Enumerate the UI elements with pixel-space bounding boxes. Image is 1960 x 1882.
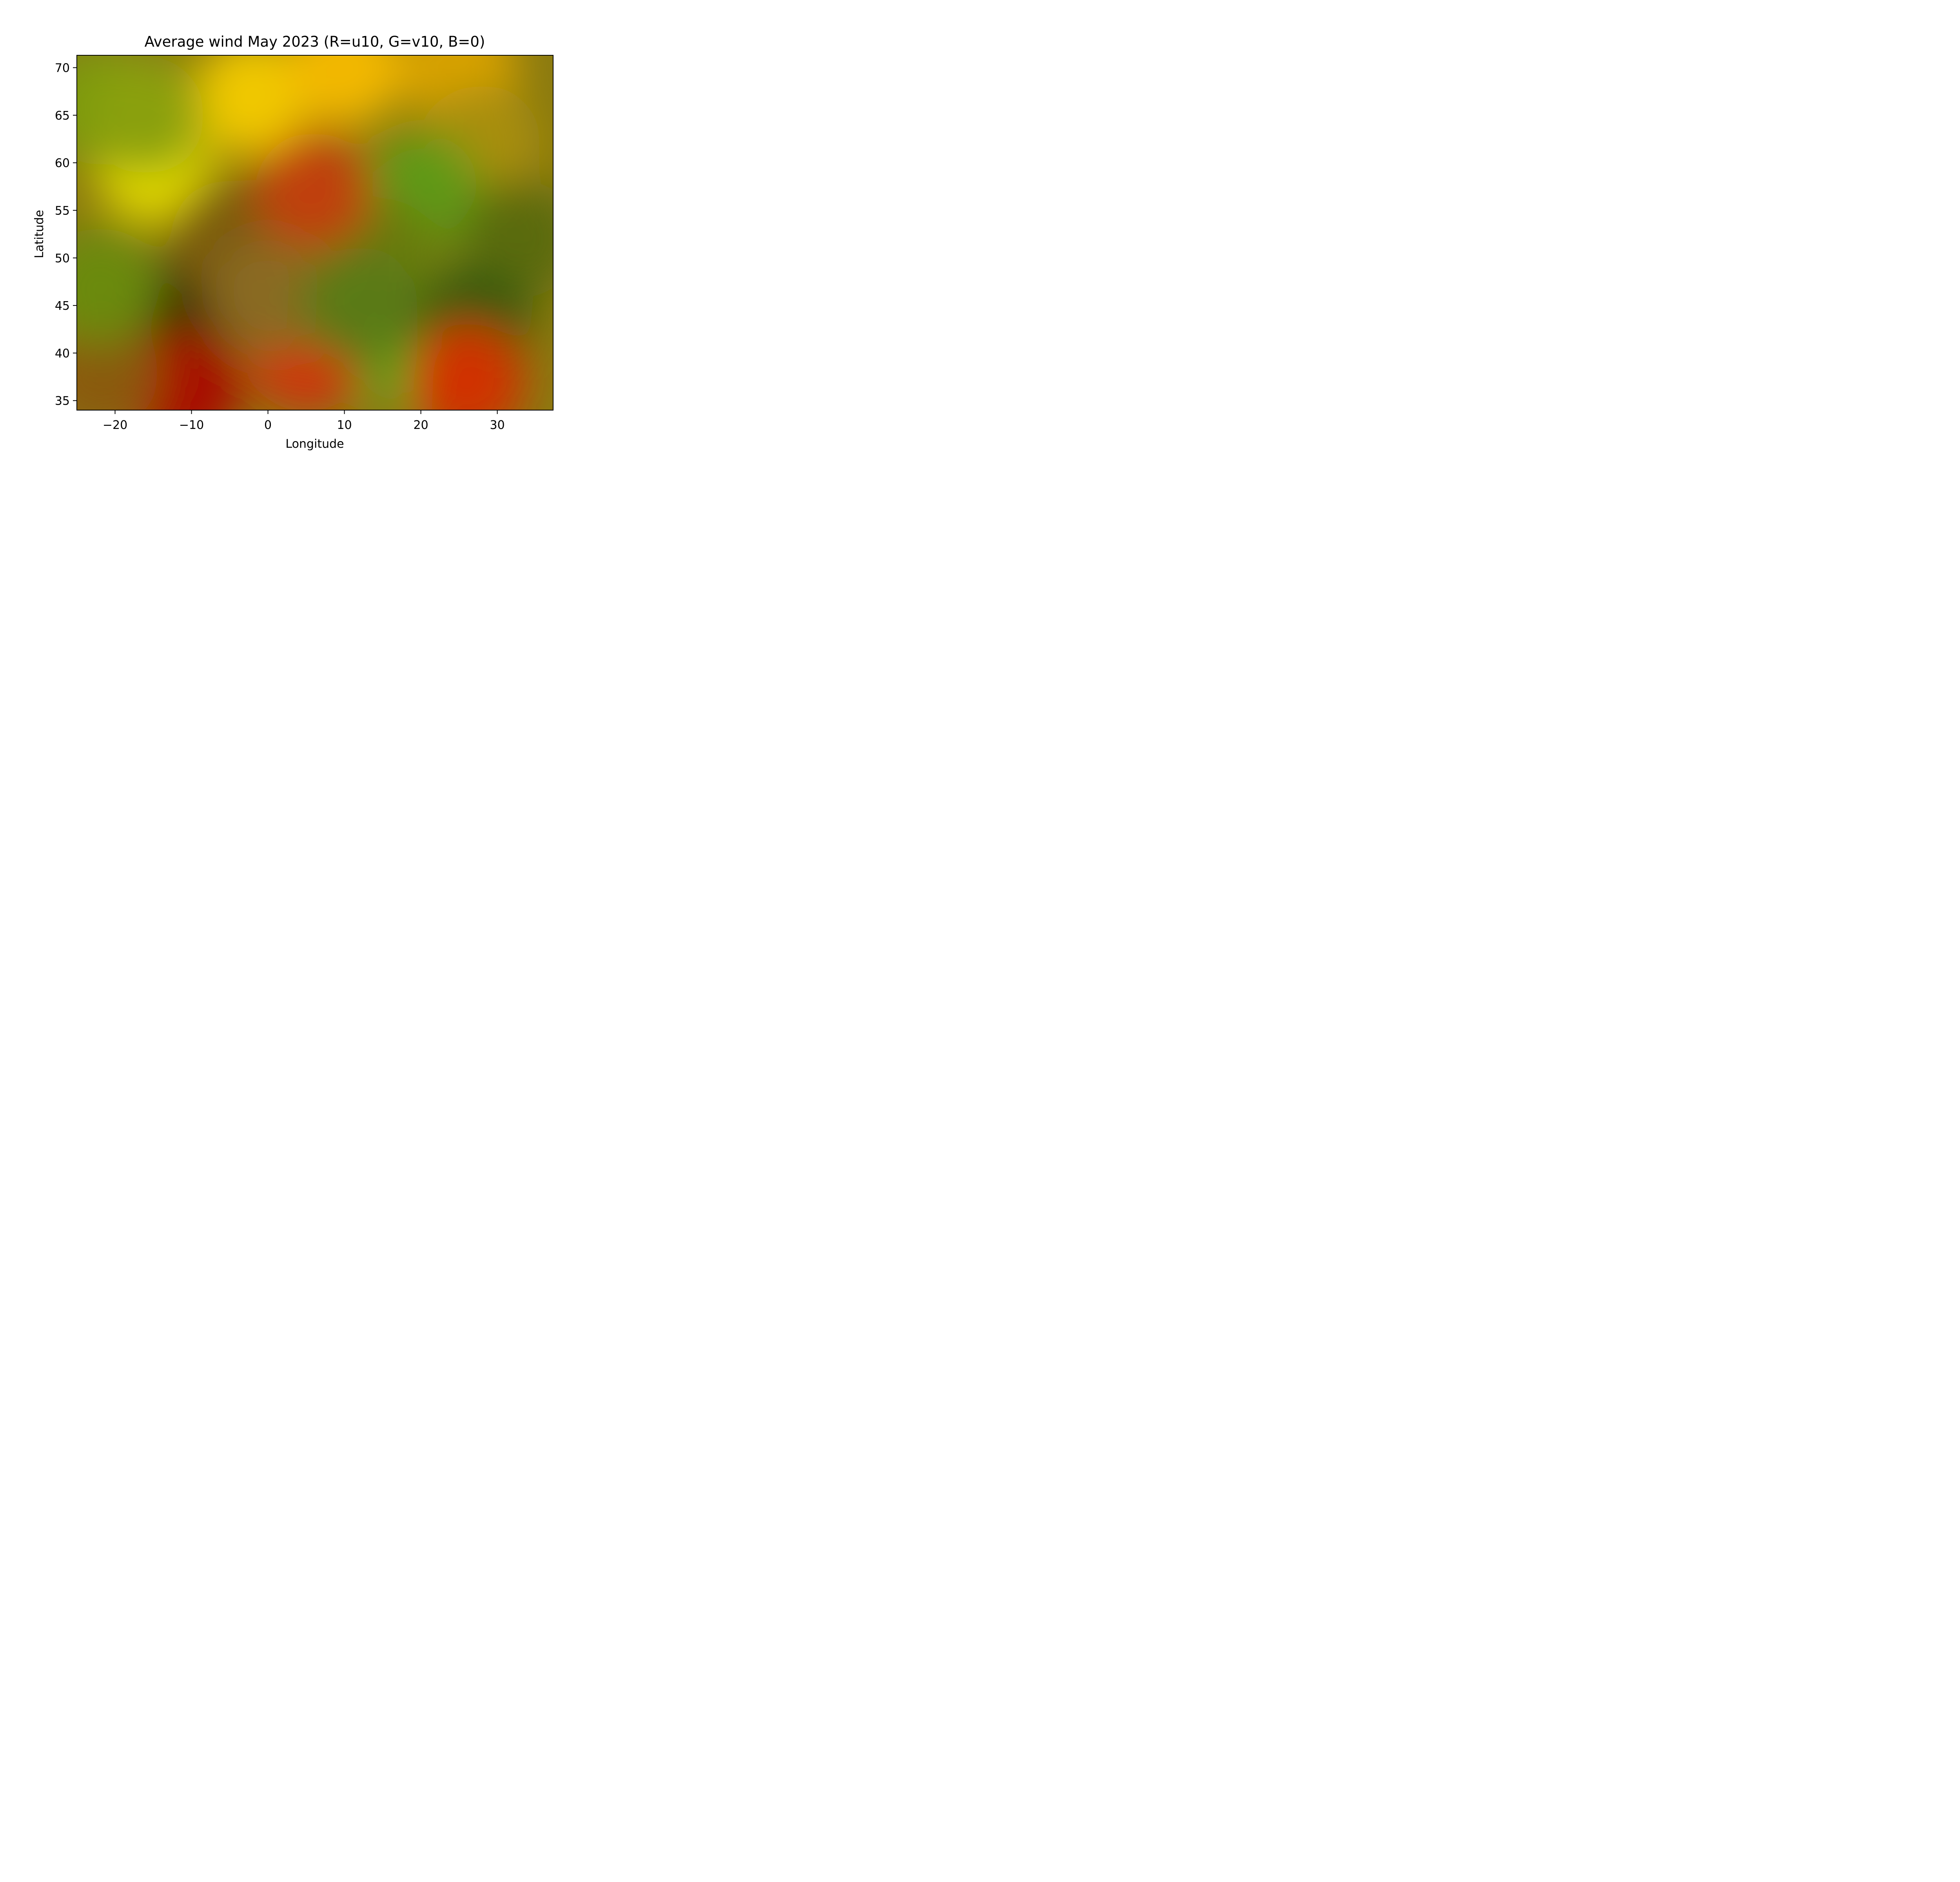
y-tick-label-4: 55 [55,204,70,218]
x-tick-label-4: 20 [414,418,428,432]
y-axis-ticks: 35 40 45 50 55 60 65 70 [55,62,77,408]
x-axis-label: Longitude [285,437,344,451]
heatmap-region-21 [77,227,159,345]
y-axis-label: Latitude [33,210,46,258]
y-tick-label-2: 45 [55,299,70,313]
heatmap-region-12 [255,132,373,250]
x-tick-label-0: −20 [103,418,127,432]
y-tick-label-3: 50 [55,252,70,265]
heatmap-region-1 [194,55,312,155]
heatmap-regions [77,55,553,410]
x-tick-label-2: 0 [264,418,272,432]
x-tick-label-5: 30 [490,418,505,432]
heatmap-region-5 [87,56,205,174]
x-tick-label-3: 10 [337,418,352,432]
x-tick-label-1: −10 [179,418,204,432]
y-tick-label-7: 70 [55,62,70,75]
heatmap-region-2 [285,55,403,127]
x-axis-ticks: −20 −10 0 10 20 30 [103,410,505,432]
heatmap-region-19 [209,237,327,355]
y-tick-label-5: 60 [55,156,70,170]
wind-chart: Average wind May 2023 (R=u10, G=v10, B=0… [33,33,554,451]
chart-title: Average wind May 2023 (R=u10, G=v10, B=0… [145,33,485,50]
heatmap-region-20 [301,247,419,365]
y-tick-label-6: 65 [55,109,70,123]
plot-area [77,55,553,410]
y-tick-label-0: 35 [55,394,70,408]
y-tick-label-1: 40 [55,347,70,360]
plot-frame [76,55,554,411]
heatmap-region-17 [408,323,526,410]
